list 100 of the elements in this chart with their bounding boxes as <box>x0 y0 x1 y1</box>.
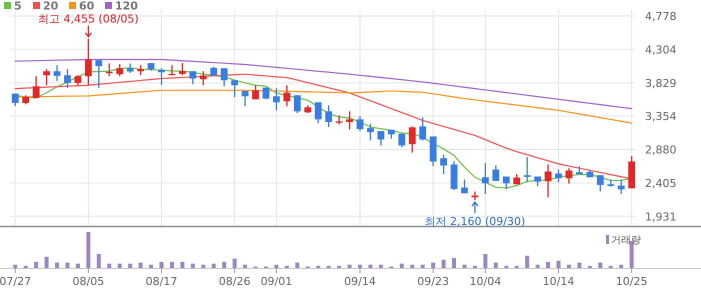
bar <box>598 262 602 268</box>
bar <box>420 264 425 268</box>
bar <box>128 264 132 268</box>
bar <box>201 264 206 268</box>
candlestick <box>252 84 259 100</box>
candlestick <box>367 123 374 142</box>
bar <box>483 254 488 268</box>
candlestick <box>54 64 60 82</box>
candlestick <box>555 168 562 183</box>
candlestick <box>242 90 248 107</box>
y-tick-label: 1,931 <box>645 210 676 224</box>
x-tick-label: 10/25 <box>616 275 648 288</box>
candlestick <box>189 70 196 85</box>
bar <box>170 262 174 268</box>
x-tick-label: 10/04 <box>470 275 502 288</box>
bar <box>566 264 571 268</box>
candlestick <box>461 178 468 194</box>
candlestick <box>231 80 238 98</box>
y-tick-label: 4,778 <box>645 10 676 23</box>
candlestick <box>262 86 270 100</box>
bar <box>86 232 90 268</box>
candlestick <box>325 104 332 128</box>
candlestick <box>356 116 364 132</box>
candlestick <box>200 70 207 86</box>
bar <box>65 262 70 268</box>
line-series <box>14 58 632 110</box>
candlestick <box>524 156 531 183</box>
candlestick <box>408 126 416 154</box>
candlestick <box>178 62 186 76</box>
candlestick <box>618 178 625 195</box>
bar <box>232 258 237 268</box>
bar <box>118 264 122 268</box>
candlestick <box>346 110 353 130</box>
candlestick <box>513 174 520 185</box>
bar <box>190 264 195 268</box>
y-tick-label: 2,405 <box>645 176 676 190</box>
bar <box>295 262 300 268</box>
candlestick <box>273 88 280 111</box>
bar <box>55 262 59 268</box>
y-tick-label: 3,829 <box>645 76 676 90</box>
bar <box>536 264 540 268</box>
candlestick <box>502 176 510 190</box>
bar <box>358 264 362 268</box>
candlestick <box>74 74 82 86</box>
bar <box>44 256 49 268</box>
candlestick <box>12 92 19 107</box>
bar <box>368 264 372 268</box>
bar <box>96 254 101 268</box>
x-tick-label: 09/01 <box>260 275 292 288</box>
bar <box>222 262 226 268</box>
candlestick <box>378 130 384 146</box>
candlestick <box>482 162 489 195</box>
candlestick <box>64 68 71 89</box>
bar <box>180 262 184 268</box>
x-tick-label: 09/14 <box>344 275 376 288</box>
candlestick <box>492 164 500 182</box>
x-tick-label: 10/14 <box>542 275 574 288</box>
bar <box>619 264 624 268</box>
bar <box>107 264 112 268</box>
x-tick-label: 08/26 <box>218 275 250 288</box>
bar <box>76 264 80 268</box>
bar <box>149 264 154 268</box>
legend-label: 60 <box>79 0 95 12</box>
bar <box>400 264 404 268</box>
legend-label: 120 <box>115 0 138 12</box>
bar <box>274 264 278 268</box>
y-tick-label: 4,304 <box>645 43 676 56</box>
candlestick <box>294 94 301 114</box>
candlestick <box>596 174 604 192</box>
bar <box>462 264 466 268</box>
candlestick <box>116 64 124 77</box>
annotation: 최고 4,455 (08/05) <box>38 12 139 26</box>
legend-label: 20 <box>43 0 59 12</box>
bar <box>431 262 436 268</box>
bar <box>546 262 550 268</box>
candlestick <box>419 116 426 142</box>
annotation: 최저 2,160 (09/30) <box>424 215 526 228</box>
candlestick <box>220 68 228 87</box>
candlestick <box>544 164 552 198</box>
bar <box>494 262 498 268</box>
candlestick <box>566 168 572 184</box>
candlestick <box>283 84 290 107</box>
candlestick <box>84 38 92 86</box>
bar <box>452 258 456 268</box>
candlestick <box>398 133 406 148</box>
bar <box>442 260 446 268</box>
bar <box>577 262 582 268</box>
candlestick <box>95 60 102 89</box>
bar <box>212 264 216 268</box>
legend-label: 5 <box>14 0 22 12</box>
bar <box>160 262 164 268</box>
legend-label: 거래량 <box>611 235 641 246</box>
x-tick-label: 09/23 <box>417 275 449 288</box>
bar <box>13 264 18 268</box>
candlestick <box>43 68 50 86</box>
bar <box>525 256 530 268</box>
candlestick <box>534 176 542 187</box>
y-tick-label: 2,880 <box>645 144 676 157</box>
bar <box>243 264 248 268</box>
candlestick <box>137 64 144 76</box>
